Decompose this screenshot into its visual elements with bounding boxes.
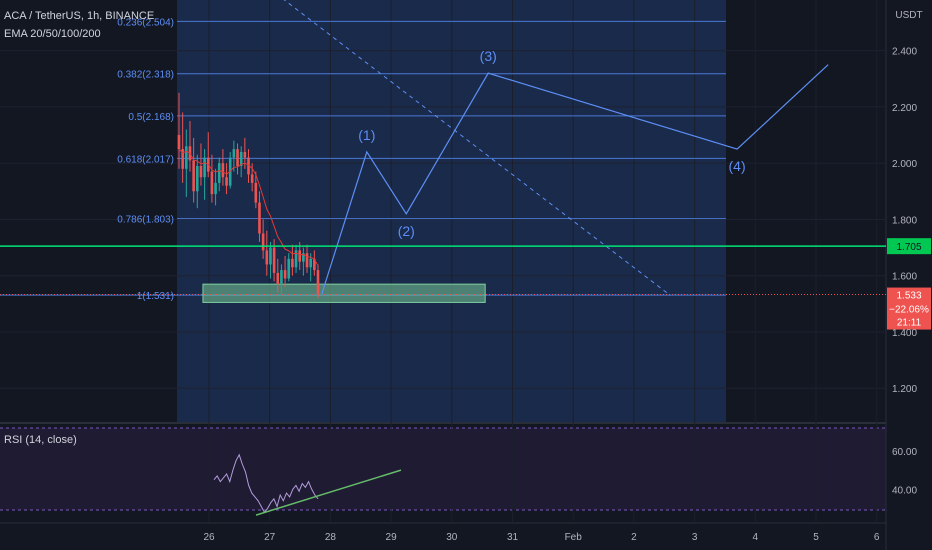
candle-body <box>239 151 243 166</box>
candle-countdown-label: 21:11 <box>897 318 922 329</box>
candle-body <box>305 253 309 268</box>
price-tick-label: 1.600 <box>892 272 917 283</box>
time-tick-label: 27 <box>264 532 276 543</box>
candle-body <box>276 272 280 285</box>
price-tick-label: 1.200 <box>892 384 917 395</box>
rsi-tick-label: 60.00 <box>892 447 917 458</box>
candle-body <box>217 163 221 183</box>
wave-projection-layer: (1) (2) (3) (4) <box>320 48 829 296</box>
wave-label: (3) <box>480 48 497 64</box>
candle-body <box>316 270 320 295</box>
candle-body <box>181 149 184 169</box>
fib-levels-layer: 0.236(2.504) 0.382(2.318) 0.5(2.168) 0.618(… <box>0 17 726 302</box>
time-tick-label: 29 <box>386 532 398 543</box>
candle-body <box>177 135 181 150</box>
candle-body <box>214 182 217 195</box>
candle-body <box>261 233 265 251</box>
price-tick-label: 2.200 <box>892 103 917 114</box>
rsi-line <box>213 453 319 514</box>
candle-body <box>203 157 206 178</box>
rsi-tick-label: 40.00 <box>892 485 917 496</box>
current-price-label: 1.533 <box>896 291 921 302</box>
time-tick-label: 26 <box>203 532 215 543</box>
candle-body <box>258 202 261 234</box>
wave-projection-path <box>320 64 829 296</box>
rsi-title: RSI (14, close) <box>4 434 77 446</box>
candle-body <box>247 157 250 175</box>
grid-layer <box>0 50 886 389</box>
rsi-band <box>0 428 886 510</box>
time-tick-label: 3 <box>692 532 698 543</box>
candle-body <box>291 258 294 268</box>
candle-body <box>294 250 298 268</box>
candle-body <box>283 270 287 279</box>
support-price-label: 1.705 <box>896 242 921 253</box>
price-tick-label: 1.800 <box>892 215 917 226</box>
indicator-legend[interactable]: EMA 20/50/100/200 <box>4 28 101 40</box>
fib-level-label: 0.382(2.318) <box>117 70 174 81</box>
symbol-legend[interactable]: ACA / TetherUS, 1h, BINANCE <box>4 10 155 22</box>
time-tick-label: 5 <box>813 532 819 543</box>
price-tick-label: 2.000 <box>892 159 917 170</box>
ema-line <box>178 148 319 267</box>
wave-label: (2) <box>398 223 415 239</box>
candle-body <box>221 163 225 178</box>
candle-body <box>250 174 254 183</box>
candle-body <box>210 171 214 195</box>
support-line-layer: 1.705 1.533 −22.06% 21:11 <box>0 238 931 330</box>
support-zone-box <box>202 283 486 303</box>
candle-body <box>302 253 305 262</box>
candle-body <box>225 177 228 186</box>
candle-body <box>298 250 302 262</box>
candle-body <box>232 149 236 158</box>
wave-label: (4) <box>729 158 746 174</box>
fib-level-label: 0.236(2.504) <box>117 17 174 28</box>
candle-body <box>199 165 203 178</box>
price-axis-background <box>886 0 932 550</box>
candle-body <box>269 247 272 265</box>
price-change-label: −22.06% <box>889 305 929 316</box>
time-tick-label: 30 <box>446 532 458 543</box>
support-price-badge <box>887 238 931 255</box>
candle-body <box>265 250 269 265</box>
candle-body <box>243 151 247 158</box>
rsi-divergence-trendline <box>255 469 402 516</box>
fib-level-label: 0.786(1.803) <box>117 215 174 226</box>
fib-level-label: 0.5(2.168) <box>128 112 174 123</box>
price-tick-label: 1.400 <box>892 328 917 339</box>
current-price-badge <box>887 287 931 330</box>
candle-body <box>254 182 258 203</box>
fib-level-label: 0.618(2.017) <box>117 154 174 165</box>
candle-body <box>280 270 283 285</box>
candle-body <box>236 149 239 166</box>
rsi-layer <box>213 453 402 516</box>
time-tick-label: 31 <box>507 532 519 543</box>
candle-body <box>195 165 199 192</box>
time-tick-label: 28 <box>325 532 337 543</box>
candle-body <box>192 160 195 192</box>
time-tick-label: Feb <box>565 532 583 543</box>
candle-body <box>287 258 291 279</box>
candle-body <box>313 258 316 271</box>
candles-layer <box>177 92 320 299</box>
wave-label: (1) <box>358 127 375 143</box>
candle-body <box>185 146 188 169</box>
candle-body <box>272 247 276 273</box>
fib-level-label: 1(1.531) <box>137 291 174 302</box>
time-tick-label: 6 <box>874 532 880 543</box>
currency-label: USDT <box>895 10 922 21</box>
price-tick-label: 2.400 <box>892 47 917 58</box>
support-zone-layer <box>202 283 486 303</box>
time-tick-label: 4 <box>753 532 759 543</box>
time-tick-label: 2 <box>631 532 637 543</box>
candle-body <box>309 258 312 268</box>
